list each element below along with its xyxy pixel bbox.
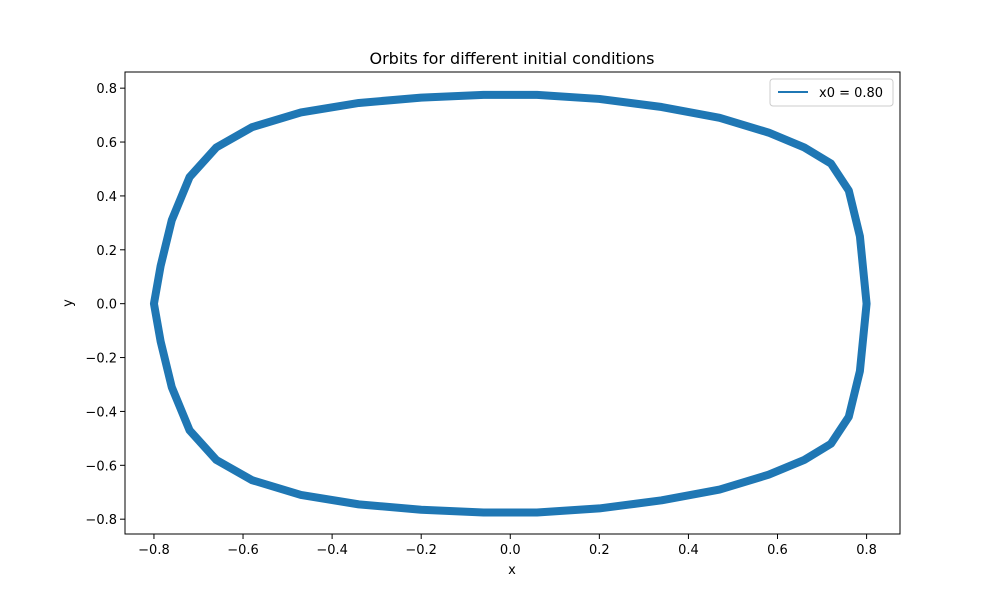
y-tick-label: −0.6 bbox=[85, 459, 117, 474]
y-tick-label: −0.2 bbox=[85, 352, 117, 367]
x-axis: −0.8 −0.6 −0.4 −0.2 0.0 0.2 0.4 0.6 0.8 bbox=[138, 534, 877, 558]
x-tick-label: −0.8 bbox=[138, 543, 170, 558]
x-tick-label: 0.4 bbox=[678, 543, 699, 558]
y-axis: −0.8 −0.6 −0.4 −0.2 0.0 0.2 0.4 0.6 0.8 bbox=[85, 82, 125, 528]
y-tick-label: −0.8 bbox=[85, 513, 117, 528]
x-axis-label: x bbox=[508, 563, 516, 578]
chart-title: Orbits for different initial conditions bbox=[370, 49, 655, 68]
series-line bbox=[149, 90, 871, 517]
x-tick-label: 0.0 bbox=[500, 543, 521, 558]
legend: x0 = 0.80 bbox=[769, 78, 894, 107]
x-tick-label: 0.8 bbox=[856, 543, 877, 558]
legend-label: x0 = 0.80 bbox=[819, 86, 883, 101]
x-tick-label: −0.6 bbox=[227, 543, 259, 558]
plot-lines bbox=[149, 90, 871, 517]
plot-area bbox=[125, 72, 900, 534]
y-axis-label: y bbox=[61, 299, 76, 307]
x-tick-label: −0.4 bbox=[316, 543, 348, 558]
x-tick-label: −0.2 bbox=[405, 543, 437, 558]
y-tick-label: 0.4 bbox=[96, 190, 117, 205]
legend-box bbox=[769, 78, 894, 107]
y-tick-label: 0.0 bbox=[96, 298, 117, 313]
y-tick-label: 0.6 bbox=[96, 136, 117, 151]
y-tick-label: −0.4 bbox=[85, 405, 117, 420]
y-tick-label: 0.2 bbox=[96, 244, 117, 259]
x-tick-label: 0.6 bbox=[767, 543, 788, 558]
plot-frame bbox=[124, 71, 901, 535]
y-tick-label: 0.8 bbox=[96, 82, 117, 97]
x-tick-label: 0.2 bbox=[589, 543, 610, 558]
